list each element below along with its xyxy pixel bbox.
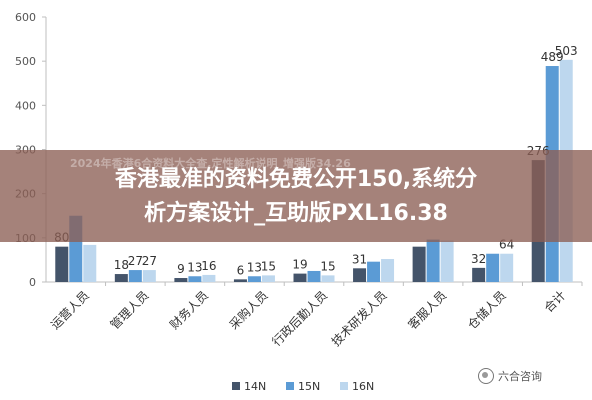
y-tick-label: 500 xyxy=(15,55,36,68)
bar-15n-6 xyxy=(426,239,440,282)
brand-watermark: 六合咨询 xyxy=(478,368,542,384)
legend-label-15n: 15N xyxy=(298,380,320,393)
bar-14n-5 xyxy=(353,268,367,282)
data-label-14n-4: 19 xyxy=(292,258,307,272)
legend-swatch-16n xyxy=(340,382,348,390)
data-label-14n-5: 31 xyxy=(352,252,367,266)
x-tick-label: 行政后勤人员 xyxy=(269,288,330,349)
bar-16n-4 xyxy=(321,275,335,282)
banner-title-line2: 析方案设计_互助版PXL16.38 xyxy=(144,201,448,226)
bar-16n-3 xyxy=(261,275,275,282)
y-tick-label: 0 xyxy=(29,276,36,289)
bar-15n-7 xyxy=(486,253,500,282)
bar-16n-7 xyxy=(500,253,514,282)
x-tick-label: 客服人员 xyxy=(405,288,450,333)
wechat-icon xyxy=(478,368,494,384)
bar-16n-0 xyxy=(83,244,97,282)
bar-15n-5 xyxy=(367,261,381,282)
data-label-16n-8: 503 xyxy=(555,44,578,58)
data-label-14n-2: 9 xyxy=(177,262,185,276)
data-label-16n-2: 16 xyxy=(201,259,216,273)
bar-16n-1 xyxy=(142,270,156,282)
banner-title: 香港最准的资料免费公开150,系统分 析方案设计_互助版PXL16.38 xyxy=(0,163,592,231)
legend-label-16n: 16N xyxy=(352,380,374,393)
bar-15n-2 xyxy=(188,276,202,282)
bar-15n-4 xyxy=(307,270,321,282)
bar-15n-1 xyxy=(128,270,142,282)
y-tick-label: 600 xyxy=(15,11,36,24)
legend-swatch-15n xyxy=(286,382,294,390)
x-tick-label: 技术研发人员 xyxy=(328,288,390,350)
x-tick-label: 合计 xyxy=(541,288,569,316)
data-label-15n-1: 27 xyxy=(128,254,143,268)
legend-label-14n: 14N xyxy=(244,380,266,393)
data-label-14n-7: 32 xyxy=(471,252,486,266)
overlay-banner xyxy=(0,150,592,242)
data-label-14n-1: 18 xyxy=(114,258,129,272)
bar-16n-2 xyxy=(202,274,216,282)
bar-14n-3 xyxy=(233,279,247,282)
bar-15n-3 xyxy=(247,276,261,282)
bar-14n-6 xyxy=(412,246,426,282)
data-label-14n-3: 6 xyxy=(237,263,245,277)
x-tick-label: 仓储人员 xyxy=(464,288,509,333)
data-label-15n-8: 489 xyxy=(541,50,564,64)
data-label-16n-3: 15 xyxy=(261,259,276,273)
banner-subtitle: 2024年香港6合资料大全查,定性解析说明_增强版34.26 xyxy=(70,157,351,170)
bar-16n-5 xyxy=(381,259,395,282)
bar-14n-0 xyxy=(55,246,69,282)
x-tick-label: 管理人员 xyxy=(107,288,152,333)
bar-14n-7 xyxy=(472,267,486,282)
x-tick-label: 运营人员 xyxy=(48,288,92,332)
data-label-15n-2: 13 xyxy=(187,260,202,274)
bar-16n-6 xyxy=(440,240,454,282)
y-tick-label: 400 xyxy=(15,99,36,112)
legend-swatch-14n xyxy=(232,382,240,390)
bar-14n-1 xyxy=(114,274,128,282)
bar-14n-4 xyxy=(293,273,307,282)
x-tick-label: 采购人员 xyxy=(226,288,271,333)
bar-14n-2 xyxy=(174,278,188,282)
brand-text: 六合咨询 xyxy=(498,370,542,383)
data-label-16n-1: 27 xyxy=(142,254,157,268)
x-tick-label: 财务人员 xyxy=(166,288,211,333)
banner-title-line1: 香港最准的资料免费公开150,系统分 xyxy=(114,167,478,192)
data-label-16n-4: 15 xyxy=(320,259,335,273)
data-label-15n-3: 13 xyxy=(247,260,262,274)
